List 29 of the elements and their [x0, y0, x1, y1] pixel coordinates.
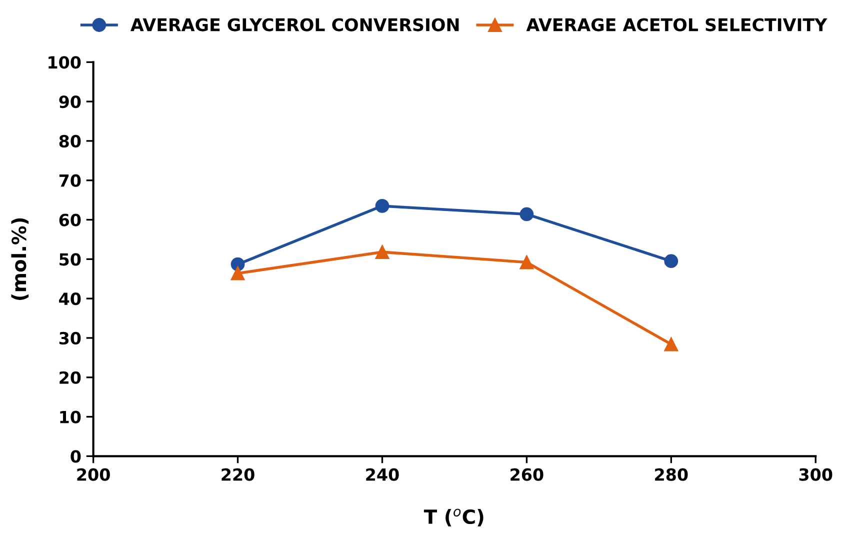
x-tick-label: 280 [655, 468, 688, 481]
x-tick-label: 300 [799, 468, 832, 481]
point [520, 207, 534, 222]
y-tick-label: 10 [60, 410, 81, 424]
y-tick-label: 30 [59, 332, 81, 345]
y-tick-label: 70 [59, 174, 81, 187]
y-tick-label: 90 [59, 95, 81, 108]
y-tick-label: 20 [60, 371, 81, 384]
x-tick-label: 260 [510, 468, 544, 481]
y-tick-label: 0 [70, 450, 81, 463]
point [230, 257, 245, 272]
point [664, 337, 678, 352]
x-tick-label: 200 [77, 468, 110, 481]
y-tick-label: 100 [48, 56, 81, 69]
point [375, 245, 390, 259]
legend-label: AVERAGE GLYCEROL CONVERSION [130, 18, 459, 32]
y-tick-label: 80 [59, 134, 81, 148]
x-tick-label: 240 [366, 468, 399, 481]
y-axis-title: (mol.%) [11, 218, 29, 300]
y-tick-label: 50 [60, 253, 81, 266]
y-tick-label: 60 [59, 214, 81, 226]
point [520, 255, 534, 270]
point [664, 254, 678, 268]
x-axis-title: T ($^{o}$C) [424, 508, 484, 526]
point [230, 266, 245, 280]
y-tick-label: 40 [59, 292, 81, 306]
x-tick-label: 220 [222, 468, 254, 481]
legend-label: AVERAGE ACETOL SELECTIVITY [526, 18, 828, 32]
point [375, 199, 390, 213]
